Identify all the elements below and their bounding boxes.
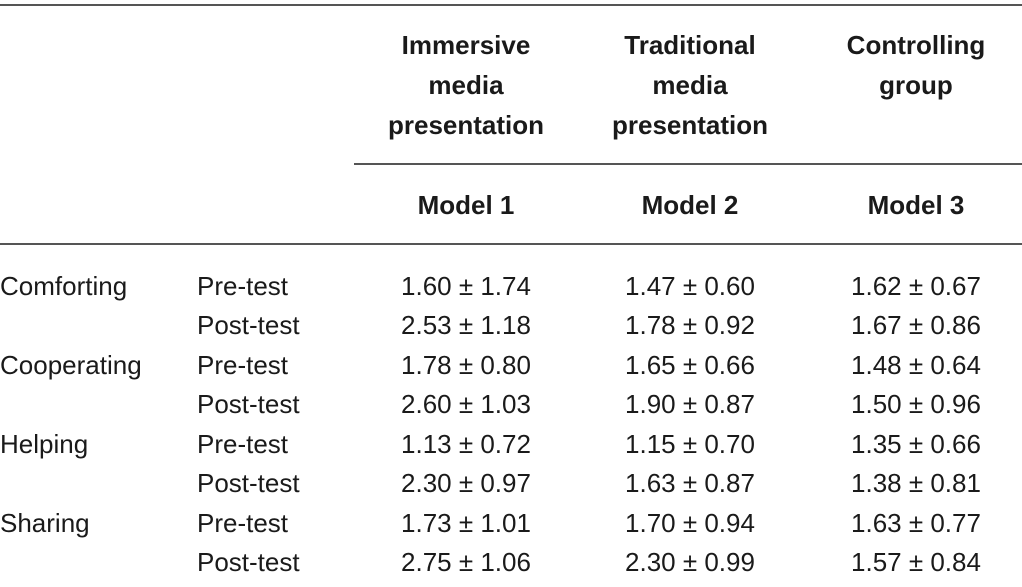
header-traditional-media: Traditional media presentation (611, 30, 769, 140)
row-test-type: Pre-test (197, 271, 289, 301)
row-test-type: Post-test (197, 310, 300, 340)
row-value-model-3: 1.62 ± 0.67 (851, 271, 981, 301)
row-test-type: Post-test (197, 547, 300, 577)
row-test-type: Pre-test (197, 508, 289, 538)
header-immersive-media: Immersive media presentation (387, 30, 545, 140)
row-value-model-1: 1.73 ± 1.01 (401, 508, 531, 538)
table-row: Post-test 2.60 ± 1.03 1.90 ± 0.87 1.50 ±… (0, 384, 1022, 424)
row-value-model-2: 1.65 ± 0.66 (625, 350, 755, 380)
row-test-type: Post-test (197, 389, 300, 419)
row-value-model-2: 1.15 ± 0.70 (625, 429, 755, 459)
row-value-model-3: 1.63 ± 0.77 (851, 508, 981, 538)
header-bottom-rule (0, 243, 1022, 245)
row-test-type: Pre-test (197, 350, 289, 380)
table-row: Post-test 2.75 ± 1.06 2.30 ± 0.99 1.57 ±… (0, 542, 1022, 582)
top-rule (0, 4, 1022, 6)
header-model-2: Model 2 (641, 190, 739, 220)
row-value-model-2: 1.63 ± 0.87 (625, 468, 755, 498)
table-row: Cooperating Pre-test 1.78 ± 0.80 1.65 ± … (0, 345, 1022, 385)
row-value-model-2: 1.70 ± 0.94 (625, 508, 755, 538)
row-value-model-2: 1.47 ± 0.60 (625, 271, 755, 301)
row-value-model-3: 1.35 ± 0.66 (851, 429, 981, 459)
header-model-1: Model 1 (417, 190, 515, 220)
row-value-model-1: 2.30 ± 0.97 (401, 468, 531, 498)
row-value-model-3: 1.67 ± 0.86 (851, 310, 981, 340)
table-row: Post-test 2.53 ± 1.18 1.78 ± 0.92 1.67 ±… (0, 305, 1022, 345)
row-value-model-3: 1.50 ± 0.96 (851, 389, 981, 419)
table-row: Comforting Pre-test 1.60 ± 1.74 1.47 ± 0… (0, 266, 1022, 306)
header-model-3: Model 3 (867, 190, 965, 220)
row-value-model-1: 2.60 ± 1.03 (401, 389, 531, 419)
row-test-type: Pre-test (197, 429, 289, 459)
row-value-model-3: 1.57 ± 0.84 (851, 547, 981, 577)
row-category: Comforting (0, 271, 128, 301)
table-row: Post-test 2.30 ± 0.97 1.63 ± 0.87 1.38 ±… (0, 463, 1022, 503)
row-value-model-1: 1.60 ± 1.74 (401, 271, 531, 301)
row-test-type: Post-test (197, 468, 300, 498)
row-category: Helping (0, 429, 89, 459)
row-value-model-2: 1.90 ± 0.87 (625, 389, 755, 419)
header-divider-rule (354, 163, 1022, 165)
row-value-model-2: 2.30 ± 0.99 (625, 547, 755, 577)
row-value-model-1: 2.75 ± 1.06 (401, 547, 531, 577)
row-value-model-1: 1.78 ± 0.80 (401, 350, 531, 380)
row-value-model-3: 1.38 ± 0.81 (851, 468, 981, 498)
table-row: Sharing Pre-test 1.73 ± 1.01 1.70 ± 0.94… (0, 503, 1022, 543)
row-value-model-2: 1.78 ± 0.92 (625, 310, 755, 340)
row-category: Sharing (0, 508, 90, 538)
header-controlling-group: Controlling group (846, 30, 986, 100)
row-value-model-1: 1.13 ± 0.72 (401, 429, 531, 459)
row-value-model-1: 2.53 ± 1.18 (401, 310, 531, 340)
table-row: Helping Pre-test 1.13 ± 0.72 1.15 ± 0.70… (0, 424, 1022, 464)
row-category: Cooperating (0, 350, 142, 380)
row-value-model-3: 1.48 ± 0.64 (851, 350, 981, 380)
